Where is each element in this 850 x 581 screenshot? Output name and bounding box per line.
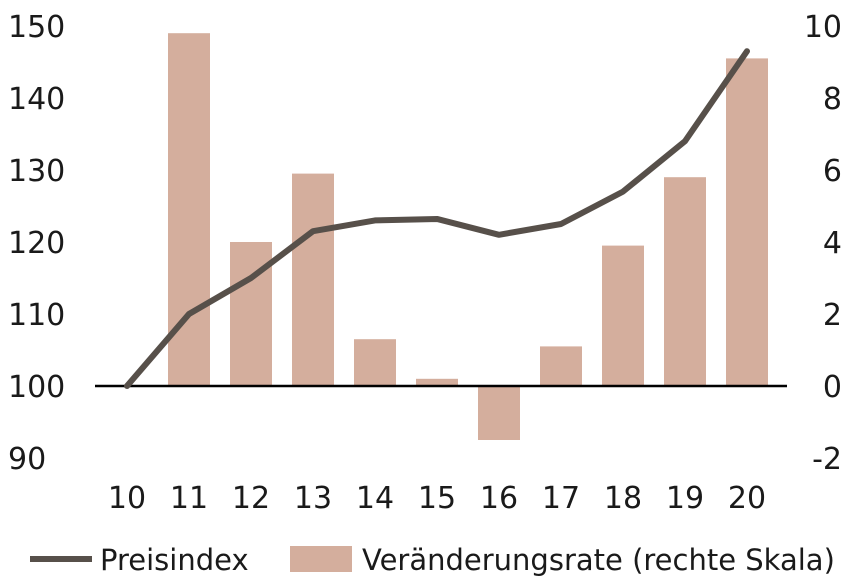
left-tick-label: 150	[8, 10, 65, 45]
right-tick-label: 0	[823, 370, 842, 405]
x-tick-label: 12	[232, 481, 270, 516]
bar-16	[478, 386, 520, 440]
left-tick-label: 130	[8, 154, 65, 189]
x-tick-label: 17	[542, 481, 580, 516]
bar-19	[664, 177, 706, 386]
right-tick-label: -2	[812, 442, 842, 477]
bar-20	[726, 58, 768, 387]
right-tick-label: 10	[804, 10, 842, 45]
left-tick-label: 100	[8, 370, 65, 405]
bar-13	[292, 173, 334, 386]
x-tick-label: 19	[666, 481, 704, 516]
x-tick-label: 10	[108, 481, 146, 516]
x-tick-label: 14	[356, 481, 394, 516]
right-tick-label: 2	[823, 298, 842, 333]
bar-18	[602, 245, 644, 386]
legend-label-veraenderungsrate: Veränderungsrate (rechte Skala)	[362, 543, 835, 577]
left-axis-tick-labels: 150 140 130 120 110 100 90	[8, 10, 65, 477]
legend-label-preisindex: Preisindex	[100, 543, 249, 577]
bar-17	[540, 346, 582, 386]
bars-layer	[168, 33, 768, 440]
right-tick-label: 6	[823, 154, 842, 189]
left-tick-label: 90	[8, 442, 46, 477]
right-tick-label: 8	[823, 82, 842, 117]
left-tick-label: 110	[8, 298, 65, 333]
x-tick-label: 13	[294, 481, 332, 516]
series-line-preisindex	[124, 48, 750, 389]
x-tick-label: 16	[480, 481, 518, 516]
bar-14	[354, 339, 396, 386]
legend: Preisindex Veränderungsrate (rechte Skal…	[30, 543, 835, 577]
left-tick-label: 120	[8, 226, 65, 261]
legend-swatch-veraenderungsrate	[290, 546, 352, 572]
x-tick-label: 15	[418, 481, 456, 516]
x-tick-label: 20	[728, 481, 766, 516]
right-tick-label: 4	[823, 226, 842, 261]
bar-15	[416, 378, 458, 386]
x-tick-label: 11	[170, 481, 208, 516]
right-axis-tick-labels: 10 8 6 4 2 0 -2	[804, 10, 842, 477]
x-axis-tick-labels: 10 11 12 13 14 15 16 17 18 19 20	[108, 481, 766, 516]
left-tick-label: 140	[8, 82, 65, 117]
x-tick-label: 18	[604, 481, 642, 516]
